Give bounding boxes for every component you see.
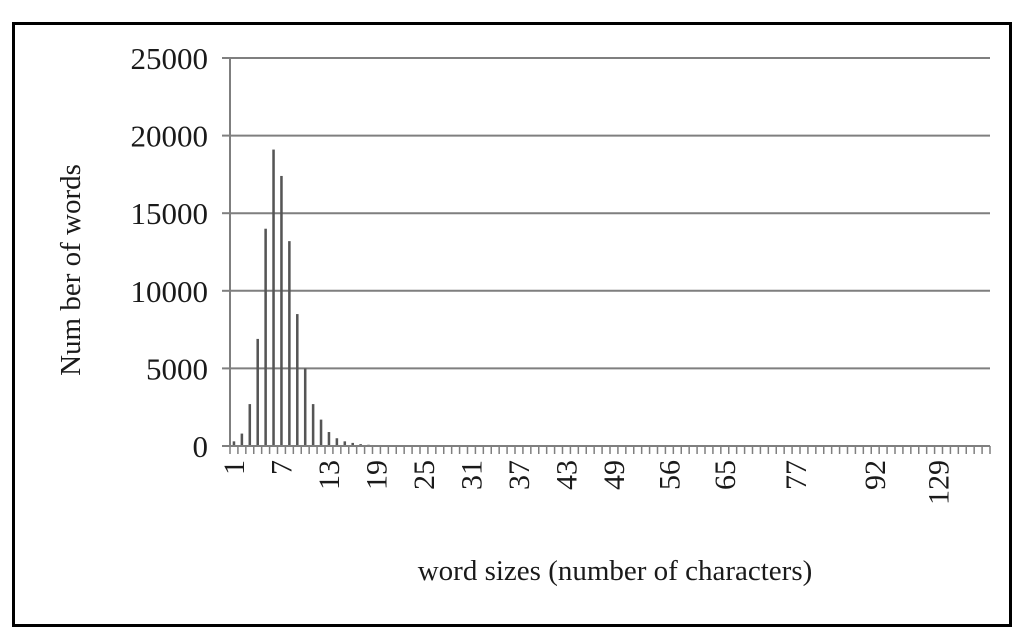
bars — [232, 149, 988, 447]
x-tick-label: 65 — [709, 460, 742, 490]
y-tick-label: 5000 — [146, 351, 208, 386]
gridlines — [222, 57, 990, 447]
bar — [264, 228, 267, 446]
bar — [288, 241, 291, 446]
x-axis-label: word sizes (number of characters) — [418, 555, 813, 587]
chart-frame: 0 5000 10000 15000 20000 25000 1 7 13 19 25 31 37 43… — [12, 22, 1012, 627]
x-tick-label: 37 — [503, 460, 536, 490]
x-tick-label: 13 — [313, 460, 346, 490]
y-tick-label: 0 — [193, 429, 209, 464]
y-tick-labels: 0 5000 10000 15000 20000 25000 — [131, 41, 209, 464]
x-tick-label: 92 — [859, 460, 892, 490]
bar — [272, 149, 275, 446]
bar — [303, 368, 307, 446]
x-tick-label: 129 — [923, 460, 956, 505]
x-tick-label: 25 — [408, 460, 441, 490]
bar-chart: 0 5000 10000 15000 20000 25000 1 7 13 19 25 31 37 43… — [55, 41, 991, 587]
x-tick-label: 1 — [218, 460, 251, 475]
y-tick-label: 15000 — [131, 196, 209, 231]
x-tick-label: 19 — [360, 460, 393, 490]
x-tick-label: 49 — [598, 460, 631, 490]
bar — [327, 432, 331, 446]
bar — [232, 441, 236, 446]
y-tick-label: 10000 — [131, 274, 209, 309]
x-tick-labels: 1 7 13 19 25 31 37 43 49 56 65 77 92 129 — [218, 460, 956, 505]
bar — [280, 175, 283, 446]
x-tick-label: 7 — [265, 460, 298, 475]
x-tick-label: 43 — [550, 460, 583, 490]
bar — [311, 404, 315, 446]
y-tick-label: 20000 — [131, 119, 209, 154]
x-tick-label: 31 — [455, 460, 488, 490]
y-axis-label: Num ber of words — [55, 164, 87, 376]
axes — [229, 58, 991, 454]
bar — [351, 442, 354, 446]
bar — [335, 438, 339, 446]
bar — [296, 314, 299, 446]
x-tick-label: 77 — [780, 460, 813, 490]
bar — [248, 404, 252, 446]
y-tick-label: 25000 — [131, 41, 209, 76]
bar — [240, 433, 244, 446]
bar — [319, 419, 323, 446]
bar — [256, 338, 259, 446]
x-tick-label: 56 — [653, 460, 686, 490]
bar — [343, 441, 347, 446]
